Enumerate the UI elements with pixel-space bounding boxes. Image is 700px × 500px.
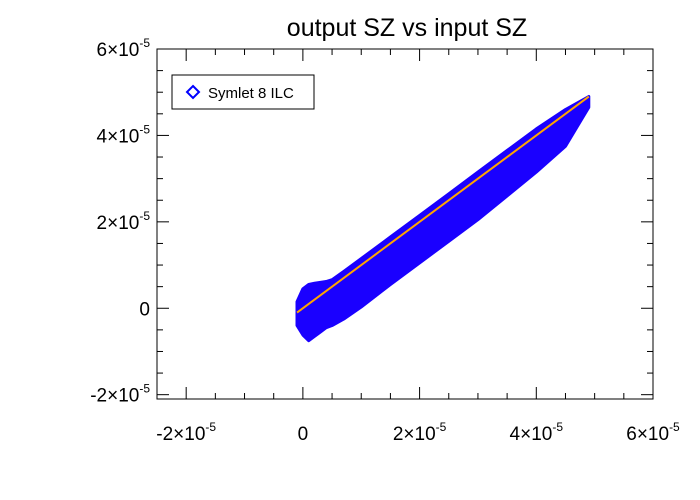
legend: Symlet 8 ILC <box>171 74 315 110</box>
x-tick-label: -2×10-5 <box>156 420 216 445</box>
x-tick-label: 2×10-5 <box>393 420 447 445</box>
y-tick-label: 2×10-5 <box>97 209 151 234</box>
x-axis-tick-labels: -2×10-5 0 2×10-5 4×10-5 6×10-5 <box>156 420 680 445</box>
x-tick-label: 6×10-5 <box>626 420 680 445</box>
axis-ticks <box>156 48 654 399</box>
y-tick-label: 6×10-5 <box>97 36 151 61</box>
y-tick-label: 0 <box>139 299 150 320</box>
legend-label: Symlet 8 ILC <box>208 85 294 102</box>
data-scatter-band <box>295 95 591 343</box>
x-tick-label: 0 <box>298 424 309 445</box>
plot-frame <box>156 48 654 400</box>
legend-diamond-marker-icon <box>185 84 201 100</box>
plot-area <box>295 95 591 343</box>
fit-line <box>296 95 590 314</box>
chart-title: output SZ vs input SZ <box>287 14 527 42</box>
y-tick-label: -2×10-5 <box>90 382 150 407</box>
legend-box <box>171 74 315 110</box>
y-tick-label: 4×10-5 <box>97 122 151 147</box>
x-tick-label: 4×10-5 <box>510 420 564 445</box>
y-axis-tick-labels: -2×10-5 0 2×10-5 4×10-5 6×10-5 <box>90 36 150 407</box>
